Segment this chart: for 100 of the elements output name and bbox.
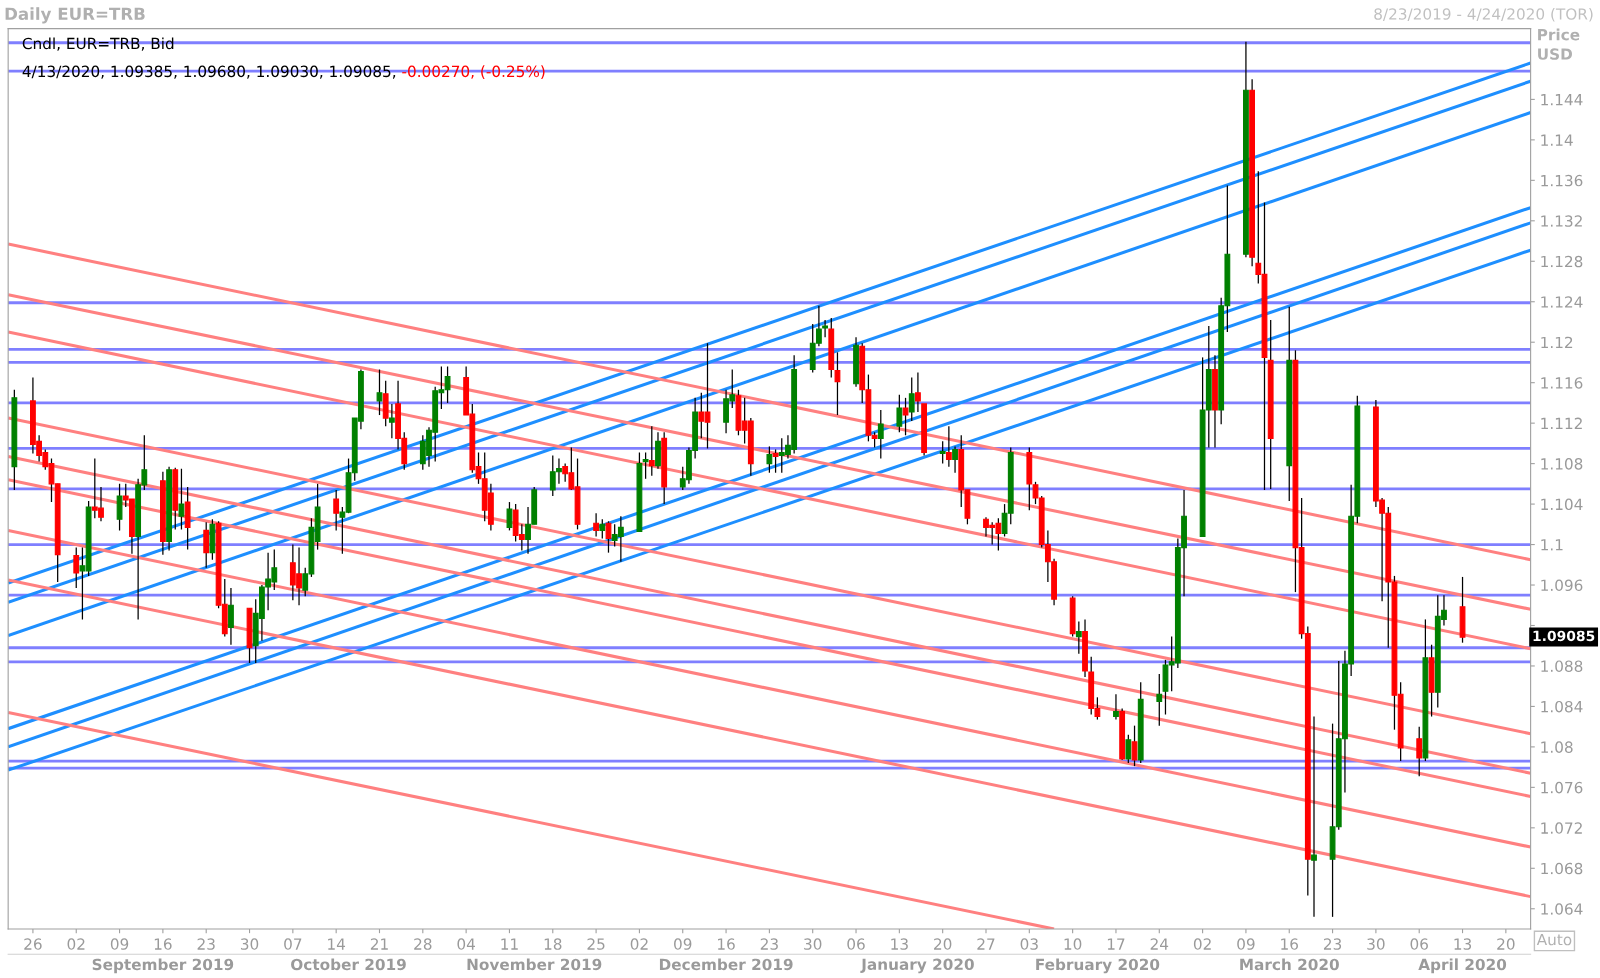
annotation: 4/13/2020, 1.09385, 1.09680, 1.09030, 1.09085, <box>22 65 396 79</box>
y-tick-label: 1.14 <box>1541 134 1573 146</box>
candlestick <box>908 376 915 422</box>
x2-tick-label: November 2019 <box>467 958 602 971</box>
x-tick-label: 09 <box>674 938 692 950</box>
chart-subtitle: 8/23/2019 - 4/24/2020 (TOR) <box>1374 7 1593 22</box>
candlestick <box>1156 673 1163 727</box>
candlestick <box>945 425 952 468</box>
y-tick-label: 1.104 <box>1541 498 1583 511</box>
y-tick-label: 1.068 <box>1541 862 1583 875</box>
x-tick-label: 21 <box>370 938 388 950</box>
x2-tick-label: October 2019 <box>291 958 406 971</box>
y-tick-label: 1.116 <box>1541 377 1583 389</box>
candlestick <box>333 489 340 532</box>
x-tick-label: 09 <box>1237 938 1255 950</box>
y-tick-label: 1.072 <box>1541 822 1582 834</box>
x-tick-label: 30 <box>1367 938 1385 950</box>
x2-tick-label: September 2019 <box>92 958 234 974</box>
candlestick <box>896 394 903 433</box>
x-tick-label: 16 <box>154 938 172 950</box>
x2-tick-label: April 2020 <box>1418 958 1507 974</box>
x-tick-label: 04 <box>457 938 475 950</box>
candlestick <box>952 445 958 474</box>
x-tick-label: 06 <box>847 938 865 950</box>
candlestick <box>915 371 921 413</box>
candlestick <box>116 483 123 532</box>
candlestick <box>203 521 210 569</box>
y-tick-label: 1.112 <box>1541 417 1582 429</box>
y-axis-title: Price USD <box>1538 28 1580 60</box>
text: 1.09085 <box>1533 630 1595 642</box>
candlestick <box>902 397 909 436</box>
text: Auto <box>1536 933 1572 946</box>
y-tick-label: 1.08 <box>1541 741 1573 753</box>
candlestick <box>228 587 234 646</box>
x-tick-label: 16 <box>718 938 735 950</box>
x-tick-label: 07 <box>284 938 302 950</box>
x-tick-label: 24 <box>1150 938 1169 950</box>
x-tick-label: 03 <box>1020 938 1038 950</box>
candlestick <box>772 448 779 474</box>
y-tick-label: 1.076 <box>1541 781 1583 794</box>
y-tick-label: 1.136 <box>1541 174 1583 187</box>
x-tick-label: 27 <box>977 938 995 950</box>
y-tick-label: 1.064 <box>1541 903 1583 915</box>
x2-tick-label: February 2020 <box>1036 958 1160 974</box>
y-tick-label: 1.084 <box>1541 700 1583 713</box>
y-tick-label: 1.096 <box>1541 579 1583 592</box>
candlestick <box>506 501 513 532</box>
candlestick <box>1113 693 1119 721</box>
candlestick <box>642 451 649 480</box>
annotation: -0.00270, (-0.25%) <box>402 65 545 79</box>
x-tick-label: 18 <box>544 938 562 950</box>
candlestick <box>1125 734 1132 764</box>
candlestick <box>877 409 884 460</box>
y-tick-label: 1.144 <box>1541 94 1583 106</box>
x-tick-label: 23 <box>760 938 778 950</box>
x-tick-label: 02 <box>67 938 85 950</box>
y-tick-label: 1.132 <box>1541 215 1582 227</box>
x2-tick-label: December 2019 <box>659 958 793 971</box>
candlestick <box>939 440 946 465</box>
x-tick-label: 17 <box>1107 938 1125 950</box>
x-tick-label: 30 <box>240 938 259 950</box>
x-tick-label: 25 <box>587 938 605 950</box>
candlestick <box>599 518 606 540</box>
candlestick <box>605 520 612 554</box>
x-tick-label: 26 <box>24 938 42 950</box>
candlestick <box>648 425 655 477</box>
candlestick <box>388 403 395 439</box>
candlestick <box>1131 725 1138 767</box>
x-tick-label: 11 <box>501 938 518 950</box>
x-tick-label: 28 <box>414 938 432 950</box>
x-tick-label: 02 <box>1193 938 1211 950</box>
x-tick-label: 20 <box>934 938 952 950</box>
x2-tick-label: January 2020 <box>860 958 974 974</box>
y-tick-label: 1.12 <box>1541 336 1573 349</box>
y-tick-label: 1.088 <box>1541 660 1583 672</box>
candlestick <box>834 351 841 416</box>
candlestick <box>73 546 80 589</box>
x-tick-label: 14 <box>328 938 346 950</box>
candlestick <box>1311 715 1317 918</box>
candlestick <box>1416 726 1423 777</box>
x-tick-label: 23 <box>1323 938 1342 950</box>
candlestick <box>593 512 600 538</box>
x-tick-label: 20 <box>1497 938 1515 950</box>
y-tick-label: 1.108 <box>1541 458 1583 470</box>
x-tick-label: 02 <box>630 938 648 950</box>
x-tick-label: 06 <box>1410 938 1428 950</box>
x-tick-label: 13 <box>1454 938 1472 950</box>
y-tick-label: 1.128 <box>1541 255 1583 268</box>
y-tick-label: 1.124 <box>1541 296 1583 308</box>
candlestick <box>766 445 773 474</box>
x-tick-label: 09 <box>110 938 129 950</box>
candlestick <box>178 468 185 531</box>
x-tick-label: 10 <box>1064 938 1082 950</box>
x2-tick-label: March 2020 <box>1240 958 1339 971</box>
x-tick-label: 23 <box>197 938 215 950</box>
x-tick-label: 13 <box>891 938 908 950</box>
candlestick <box>376 368 383 416</box>
x-tick-label: 30 <box>804 938 822 950</box>
y-tick-label: 1.1 <box>1541 539 1563 551</box>
chart-title: Daily EUR=TRB <box>5 7 145 24</box>
